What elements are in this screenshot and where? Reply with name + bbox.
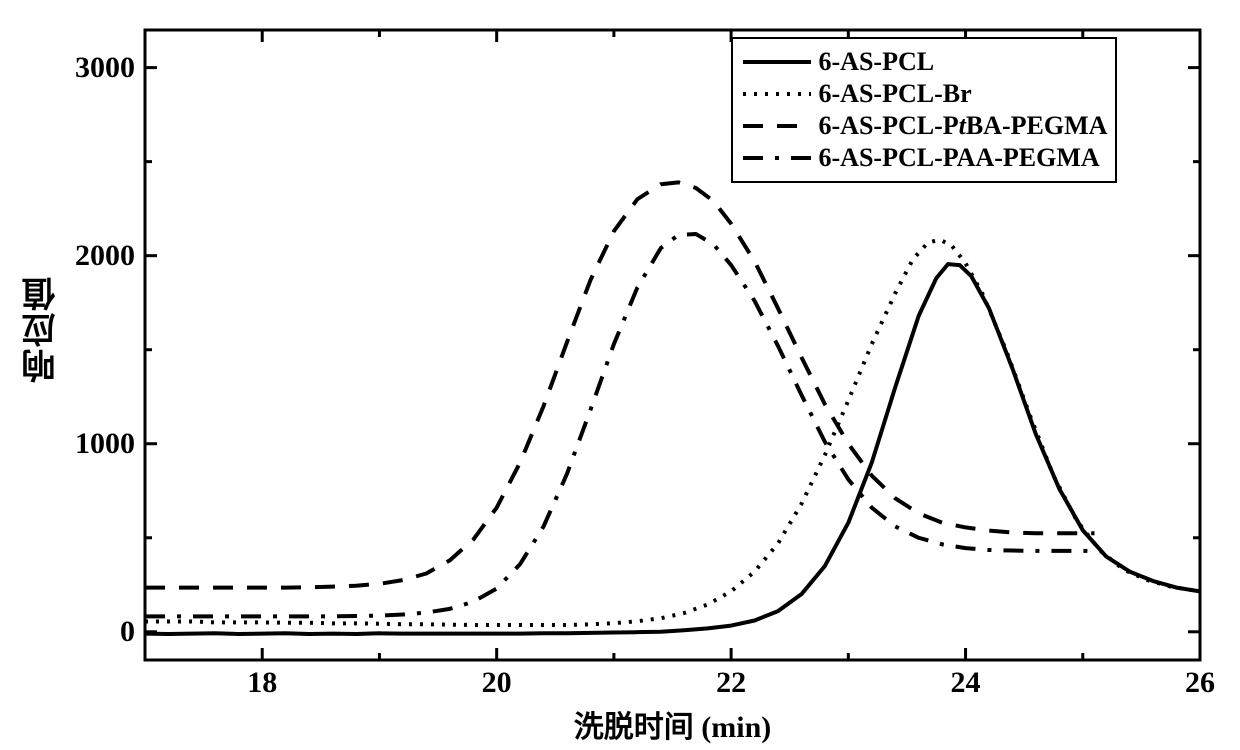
x-tick-26: 26 <box>1185 666 1215 700</box>
legend-label: 6-AS-PCL-PtBA-PEGMA <box>819 111 1108 141</box>
y-tick-0: 0 <box>120 615 135 649</box>
legend: 6-AS-PCL6-AS-PCL-Br6-AS-PCL-PtBA-PEGMA6-… <box>731 37 1118 183</box>
legend-label: 6-AS-PCL <box>819 47 935 77</box>
legend-item-2: 6-AS-PCL-PtBA-PEGMA <box>741 111 1108 141</box>
legend-line-icon <box>741 148 813 168</box>
x-axis-label: 洗脱时间 (min) <box>553 702 793 746</box>
legend-item-3: 6-AS-PCL-PAA-PEGMA <box>741 143 1108 173</box>
legend-label: 6-AS-PCL-PAA-PEGMA <box>819 143 1100 173</box>
y-axis-label: 响应值 <box>18 275 67 383</box>
legend-line-icon <box>741 52 813 72</box>
legend-label: 6-AS-PCL-Br <box>819 79 972 109</box>
x-tick-24: 24 <box>951 666 981 700</box>
x-tick-20: 20 <box>482 666 512 700</box>
legend-item-1: 6-AS-PCL-Br <box>741 79 1108 109</box>
x-tick-22: 22 <box>716 666 746 700</box>
y-tick-1000: 1000 <box>75 427 135 461</box>
legend-line-icon <box>741 116 813 136</box>
y-tick-3000: 3000 <box>75 51 135 85</box>
chart-container: 响应值 洗脱时间 (min) 6-AS-PCL6-AS-PCL-Br6-AS-P… <box>0 0 1240 750</box>
x-tick-18: 18 <box>247 666 277 700</box>
legend-item-0: 6-AS-PCL <box>741 47 1108 77</box>
y-tick-2000: 2000 <box>75 239 135 273</box>
legend-line-icon <box>741 84 813 104</box>
